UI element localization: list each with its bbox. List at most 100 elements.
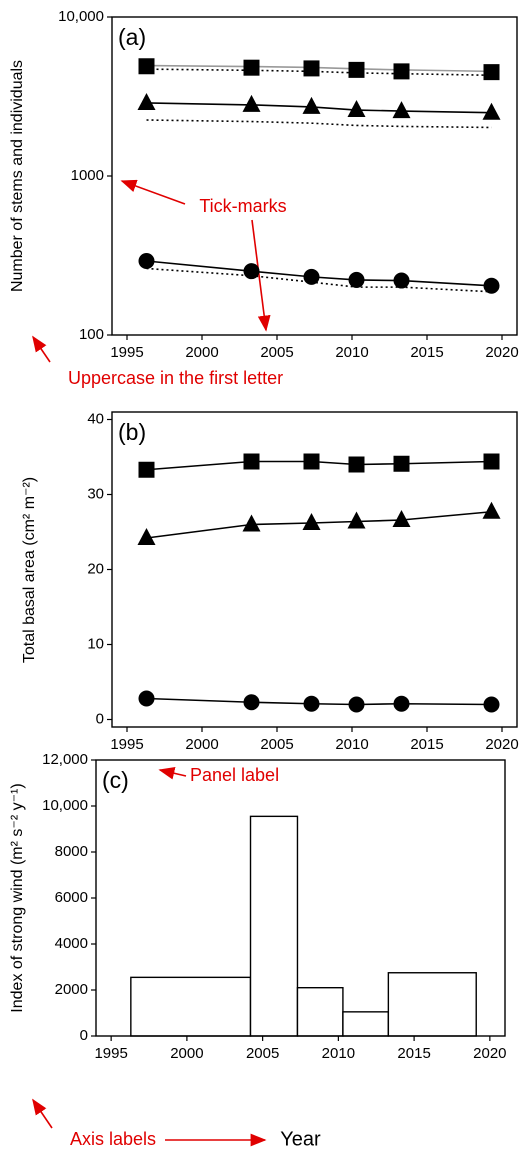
marker-circle (483, 277, 500, 294)
annotation-arrows (32, 179, 271, 1147)
panel: 1995 2000 2005 2010 2015 2020 100 1000 10,000 Num… (9, 8, 518, 361)
x-tick-label: 1995 (110, 344, 143, 361)
marker-triangle (392, 101, 411, 119)
marker-square (138, 461, 155, 478)
x-tick-label: 2010 (322, 1045, 355, 1062)
panel: 1995 2000 2005 2010 2015 2020 0 2000 4000 6000 800… (9, 751, 506, 1150)
marker-circle (483, 696, 500, 713)
y-tick-label: 0 (80, 1027, 88, 1044)
marker-triangle (347, 100, 366, 118)
arrow (32, 335, 51, 363)
series-line (146, 697, 492, 706)
series-line (146, 102, 492, 114)
x-tick-label: 2020 (485, 344, 518, 361)
series-line (146, 510, 492, 539)
plot-frame (111, 16, 518, 336)
x-tick-label: 2010 (335, 736, 368, 753)
y-tick-label: 6000 (55, 889, 88, 906)
series-line (146, 460, 492, 471)
marker-triangle (242, 94, 261, 112)
series-line (146, 64, 492, 73)
marker-circle (138, 253, 155, 270)
y-tick-label: 8000 (55, 843, 88, 860)
marker-circle (138, 690, 155, 707)
marker-square (483, 64, 500, 81)
x-tick-label: 2005 (246, 1045, 279, 1062)
series-line (146, 267, 492, 293)
x-tick-label: 1995 (94, 1045, 127, 1062)
marker-triangle (302, 96, 321, 114)
marker-triangle (482, 102, 501, 120)
y-tick-label: 20 (87, 560, 104, 577)
x-tick-label: 2015 (397, 1045, 430, 1062)
x-axis-label: Year (280, 1128, 321, 1150)
marker-square (483, 453, 500, 470)
marker-circle (393, 272, 410, 289)
annotation: Panel label (190, 765, 279, 785)
y-tick-label: 0 (96, 710, 104, 727)
x-tick-label: 2015 (410, 736, 443, 753)
plot-frame (111, 411, 518, 728)
x-tick-label: 2000 (185, 344, 218, 361)
histogram-bar (296, 987, 344, 1037)
x-tick-label: 2000 (170, 1045, 203, 1062)
y-tick-label: 10,000 (42, 797, 88, 814)
y-axis-label: Number of stems and individuals (9, 60, 26, 292)
marker-triangle (242, 514, 261, 532)
y-tick-label: 2000 (55, 981, 88, 998)
arrow (251, 219, 271, 332)
x-tick-label: 2020 (485, 736, 518, 753)
marker-triangle (137, 528, 156, 545)
marker-circle (303, 695, 320, 712)
marker-circle (243, 263, 260, 280)
y-tick-label: 12,000 (42, 751, 88, 768)
histogram-bar (342, 1011, 390, 1037)
marker-square (348, 456, 365, 473)
marker-triangle (302, 513, 321, 530)
marker-square (393, 63, 410, 80)
y-tick-label: 100 (79, 326, 104, 343)
y-axis-label: Total basal area (cm² m⁻²) (21, 477, 38, 663)
x-tick-label: 1995 (110, 736, 143, 753)
y-axis-label: Index of strong wind (m² s⁻² y⁻¹) (9, 783, 26, 1012)
plot-frame (95, 759, 506, 1037)
y-tick-label: 1000 (71, 167, 104, 184)
panel-label: (c) (102, 767, 129, 793)
x-tick-label: 2020 (473, 1045, 506, 1062)
histogram-bar (387, 972, 477, 1037)
series-line (146, 119, 492, 129)
marker-circle (303, 268, 320, 285)
x-tick-label: 2000 (185, 736, 218, 753)
marker-square (138, 58, 155, 75)
marker-square (243, 59, 260, 76)
x-tick-label: 2015 (410, 344, 443, 361)
marker-triangle (392, 510, 411, 527)
histogram-bar (130, 976, 252, 1037)
panel-label: (a) (118, 24, 146, 50)
marker-circle (348, 271, 365, 288)
annotation: Axis labels (70, 1129, 156, 1149)
marker-square (303, 453, 320, 470)
histogram-bar (249, 815, 299, 1037)
marker-square (243, 453, 260, 470)
x-tick-label: 2010 (335, 344, 368, 361)
arrow (32, 1098, 53, 1129)
y-tick-label: 40 (87, 410, 104, 427)
marker-triangle (347, 511, 366, 529)
arrow (120, 179, 186, 205)
y-tick-label: 30 (87, 485, 104, 502)
panel-label: (b) (118, 419, 146, 445)
marker-square (348, 61, 365, 78)
marker-triangle (482, 501, 501, 519)
x-tick-label: 2005 (260, 344, 293, 361)
y-tick-label: 4000 (55, 935, 88, 952)
marker-circle (348, 696, 365, 713)
marker-circle (393, 695, 410, 712)
panel: 1995 2000 2005 2010 2015 2020 0 10 20 30 40 Total b… (21, 410, 518, 753)
marker-square (303, 60, 320, 77)
y-tick-label: 10 (87, 635, 104, 652)
y-tick-label: 10,000 (58, 8, 104, 25)
annotation: Uppercase in the first letter (68, 368, 283, 388)
marker-triangle (137, 92, 156, 110)
